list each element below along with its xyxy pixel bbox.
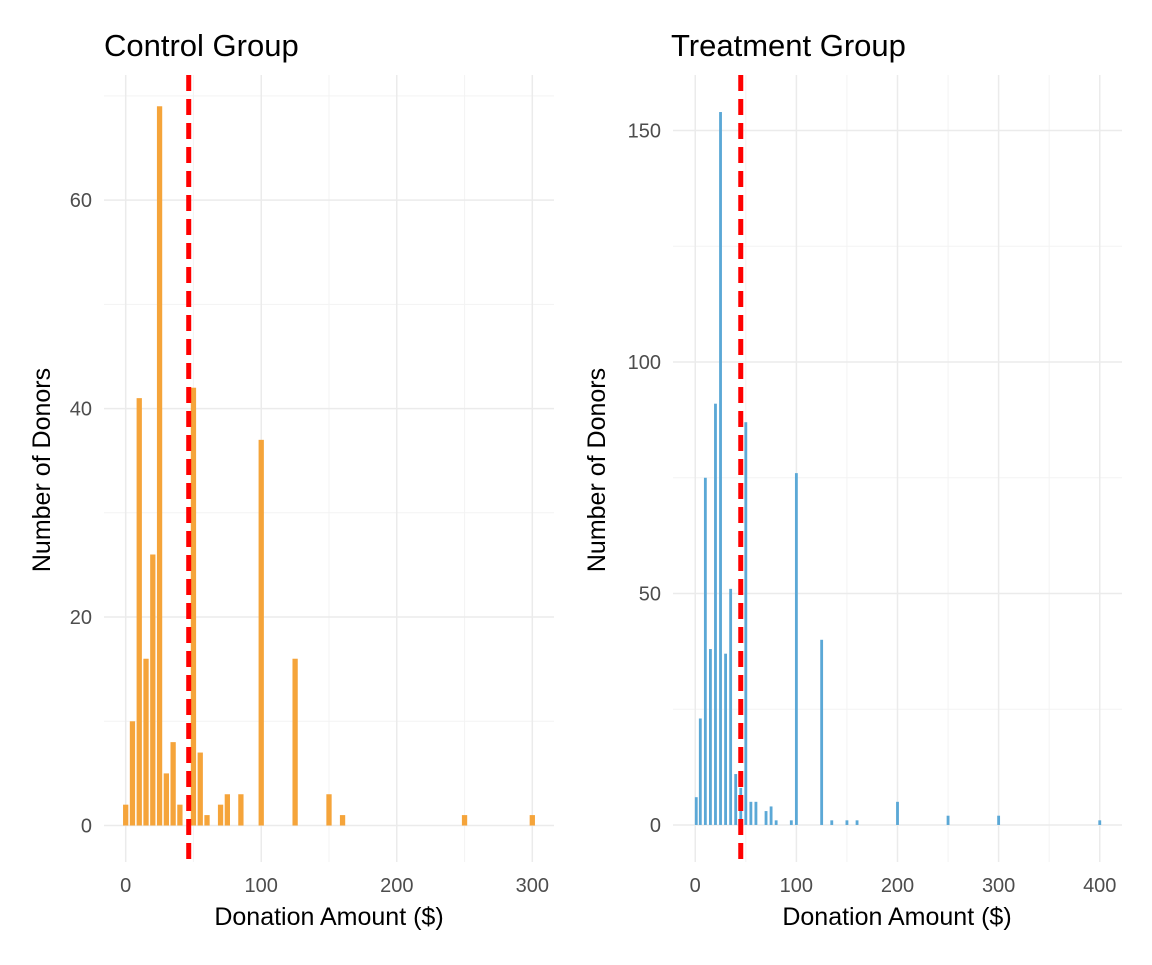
control-bar: [129, 721, 136, 826]
control-bar: [177, 804, 183, 826]
treatment-bar: [724, 653, 728, 825]
treatment-bars: [694, 112, 1102, 825]
control-bar: [143, 658, 149, 826]
control-x-tick-label: 200: [380, 875, 413, 897]
control-y-tick-label: 20: [70, 607, 92, 629]
treatment-bar: [764, 811, 768, 825]
control-x-tick-label: 100: [245, 875, 278, 897]
control-bar: [224, 794, 230, 826]
control-x-axis-title: Donation Amount ($): [214, 903, 443, 931]
treatment-y-tick-label: 0: [650, 815, 661, 837]
treatment-bar: [703, 477, 707, 825]
treatment-bar: [714, 403, 717, 825]
treatment-chart-title: Treatment Group: [671, 28, 906, 63]
treatment-bar: [774, 820, 778, 825]
treatment-x-axis-title: Donation Amount ($): [782, 903, 1011, 931]
control-bar: [326, 794, 332, 826]
control-bar: [258, 439, 264, 826]
control-bar: [197, 752, 203, 826]
control-bar: [150, 554, 156, 826]
treatment-bar: [709, 649, 712, 825]
control-bar: [238, 794, 244, 826]
treatment-bar: [845, 820, 849, 825]
treatment-y-ticks: 0 50 100 150: [628, 121, 661, 837]
treatment-bar: [896, 801, 899, 825]
treatment-x-tick-label: 300: [982, 875, 1015, 897]
control-chart-title: Control Group: [104, 28, 299, 63]
treatment-bar: [698, 718, 702, 825]
treatment-bar: [1098, 820, 1102, 825]
control-x-ticks: 0 100 200 300: [120, 875, 549, 897]
control-bar: [292, 658, 298, 826]
control-bar: [529, 815, 535, 826]
control-x-tick-label: 300: [516, 875, 549, 897]
treatment-y-tick-label: 100: [628, 352, 661, 374]
treatment-bar: [769, 806, 773, 825]
control-bar: [156, 106, 163, 826]
control-bar: [170, 742, 176, 826]
treatment-bar: [794, 473, 798, 825]
control-y-tick-label: 40: [70, 399, 92, 421]
control-group-panel: 0 100 200 300 0 20 40 60 Control Group Donatio…: [28, 28, 554, 931]
treatment-bar: [719, 112, 722, 825]
control-bar: [461, 815, 468, 826]
control-y-ticks: 0 20 40 60: [70, 190, 92, 837]
treatment-bar: [734, 774, 738, 825]
treatment-y-tick-label: 150: [628, 121, 661, 143]
control-y-tick-label: 60: [70, 190, 92, 212]
control-bar: [339, 815, 346, 826]
treatment-y-tick-label: 50: [639, 583, 661, 605]
control-y-axis-title: Number of Donors: [28, 368, 56, 572]
control-bars: [123, 106, 535, 826]
treatment-bar: [744, 422, 748, 825]
control-bar: [204, 815, 210, 826]
treatment-bar: [749, 801, 753, 825]
treatment-bar: [946, 815, 950, 825]
treatment-x-tick-label: 400: [1083, 875, 1116, 897]
treatment-bar: [830, 820, 834, 825]
treatment-bar: [729, 588, 733, 825]
treatment-x-ticks: 0 100 200 300 400: [690, 875, 1117, 897]
treatment-x-tick-label: 100: [780, 875, 813, 897]
control-bar: [136, 398, 142, 826]
treatment-bar: [754, 801, 758, 825]
control-bar: [163, 773, 169, 826]
treatment-bar: [997, 815, 1001, 825]
treatment-bar: [789, 820, 793, 825]
control-x-tick-label: 0: [120, 875, 131, 897]
treatment-bar: [855, 820, 859, 825]
treatment-grid: [673, 75, 1122, 862]
treatment-y-axis-title: Number of Donors: [583, 368, 611, 572]
control-y-tick-label: 0: [81, 816, 92, 838]
treatment-x-tick-label: 0: [690, 875, 701, 897]
treatment-bar: [694, 797, 698, 825]
control-bar: [217, 804, 224, 826]
treatment-x-tick-label: 200: [881, 875, 914, 897]
treatment-bar: [820, 639, 824, 825]
control-bar: [123, 804, 129, 826]
control-bar: [190, 387, 197, 826]
